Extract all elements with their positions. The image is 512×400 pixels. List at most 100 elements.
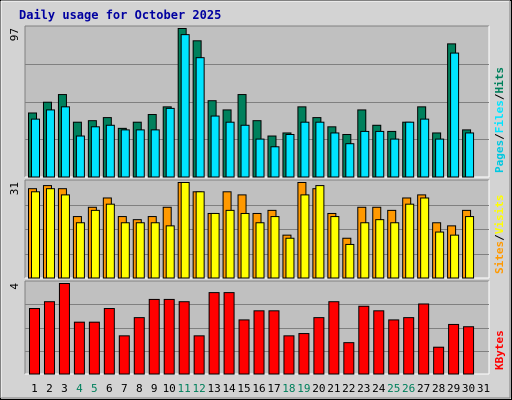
x-tick-day-26: 26 xyxy=(402,382,415,395)
bar-kbytes-day-24 xyxy=(373,310,385,375)
bar-files-day-10 xyxy=(165,107,175,178)
bar-visits-day-1 xyxy=(31,191,40,279)
bar-kbytes-day-20 xyxy=(313,317,325,375)
x-tick-day-21: 21 xyxy=(327,382,340,395)
x-tick-day-19: 19 xyxy=(297,382,310,395)
bar-visits-day-4 xyxy=(75,222,85,279)
bar-kbytes-day-4 xyxy=(73,321,85,375)
bar-visits-day-26 xyxy=(405,203,415,279)
x-tick-day-6: 6 xyxy=(106,382,113,395)
bar-visits-day-18 xyxy=(285,237,295,279)
bar-visits-day-8 xyxy=(135,222,145,279)
bar-visits-day-3 xyxy=(60,194,70,279)
bar-visits-day-23 xyxy=(360,222,370,279)
bar-kbytes-day-5 xyxy=(88,321,100,375)
bar-kbytes-day-8 xyxy=(133,317,145,375)
bar-kbytes-day-17 xyxy=(268,310,280,375)
bar-kbytes-day-18 xyxy=(283,335,295,375)
bar-visits-day-10 xyxy=(165,225,175,279)
bar-kbytes-day-12 xyxy=(193,335,205,375)
bar-files-day-3 xyxy=(60,106,70,178)
legend-entry-hits: Hits xyxy=(493,67,506,94)
bar-visits-day-7 xyxy=(120,222,130,279)
bar-kbytes-day-14 xyxy=(223,292,235,375)
legend-entry-pages: Pages xyxy=(493,140,506,173)
bar-files-day-13 xyxy=(210,115,220,178)
bar-files-day-6 xyxy=(105,124,115,178)
y-max-label-visits-sites: 31 xyxy=(8,182,21,195)
bar-files-day-22 xyxy=(345,143,355,178)
x-tick-day-4: 4 xyxy=(76,382,83,395)
x-tick-day-28: 28 xyxy=(432,382,445,395)
bar-visits-day-25 xyxy=(390,222,400,279)
bar-kbytes-day-19 xyxy=(298,333,310,375)
bar-files-day-8 xyxy=(135,129,145,178)
bar-kbytes-day-2 xyxy=(43,301,55,375)
x-tick-day-15: 15 xyxy=(237,382,250,395)
x-tick-day-17: 17 xyxy=(267,382,280,395)
x-tick-day-25: 25 xyxy=(387,382,400,395)
bar-kbytes-day-16 xyxy=(253,310,265,375)
bar-files-day-17 xyxy=(270,146,280,178)
bar-kbytes-day-29 xyxy=(448,323,460,375)
bar-visits-day-9 xyxy=(150,222,160,279)
legend-entry-sep-1: / xyxy=(493,133,506,140)
legend-entry-sep-1: / xyxy=(493,234,506,241)
bar-visits-day-16 xyxy=(255,222,265,279)
bar-files-day-4 xyxy=(75,135,85,178)
x-tick-day-2: 2 xyxy=(46,382,53,395)
bar-files-day-5 xyxy=(90,126,100,178)
bar-files-day-12 xyxy=(195,57,205,178)
x-tick-day-10: 10 xyxy=(163,382,176,395)
bar-files-day-15 xyxy=(240,124,250,178)
bar-kbytes-day-26 xyxy=(403,317,415,375)
bar-kbytes-day-7 xyxy=(118,335,130,375)
bar-files-day-1 xyxy=(31,118,40,178)
bar-files-day-29 xyxy=(450,52,460,178)
x-tick-day-29: 29 xyxy=(447,382,460,395)
bar-visits-day-22 xyxy=(345,243,355,279)
bar-files-day-20 xyxy=(315,121,325,178)
x-tick-day-1: 1 xyxy=(31,382,38,395)
x-tick-day-12: 12 xyxy=(193,382,206,395)
bar-files-day-28 xyxy=(435,138,445,178)
x-tick-day-5: 5 xyxy=(91,382,98,395)
bar-files-day-18 xyxy=(285,133,295,178)
bar-files-day-27 xyxy=(420,118,430,178)
x-tick-day-23: 23 xyxy=(357,382,370,395)
x-tick-day-3: 3 xyxy=(61,382,68,395)
x-tick-day-14: 14 xyxy=(222,382,236,395)
bar-kbytes-day-10 xyxy=(163,298,175,375)
bar-kbytes-day-28 xyxy=(433,346,445,375)
bar-files-day-24 xyxy=(375,130,385,178)
x-tick-day-30: 30 xyxy=(462,382,475,395)
bar-files-day-7 xyxy=(120,129,130,178)
bar-visits-day-30 xyxy=(465,216,475,279)
bar-visits-day-20 xyxy=(315,185,325,279)
bar-visits-day-5 xyxy=(90,209,100,279)
bar-kbytes-day-9 xyxy=(148,298,160,375)
legend-entry-sep-3: / xyxy=(493,93,506,100)
bar-visits-day-28 xyxy=(435,231,445,279)
bar-kbytes-day-30 xyxy=(463,326,475,375)
bar-visits-day-21 xyxy=(330,216,340,279)
bar-files-day-23 xyxy=(360,130,370,178)
bar-kbytes-day-23 xyxy=(358,305,370,375)
bar-kbytes-day-3 xyxy=(58,283,70,375)
legend-kbytes: KBytes xyxy=(493,330,506,370)
x-tick-day-11: 11 xyxy=(178,382,191,395)
bar-visits-day-24 xyxy=(375,219,385,279)
bar-kbytes-day-13 xyxy=(208,292,220,375)
bar-visits-day-6 xyxy=(105,203,115,279)
x-tick-day-16: 16 xyxy=(252,382,265,395)
x-tick-day-9: 9 xyxy=(151,382,158,395)
bar-files-day-11 xyxy=(180,34,190,178)
x-tick-day-31: 31 xyxy=(477,382,490,395)
bar-kbytes-day-15 xyxy=(238,319,250,375)
x-tick-day-8: 8 xyxy=(136,382,143,395)
bar-kbytes-day-1 xyxy=(29,308,40,375)
bar-visits-day-27 xyxy=(420,197,430,279)
bar-visits-day-13 xyxy=(210,212,220,279)
